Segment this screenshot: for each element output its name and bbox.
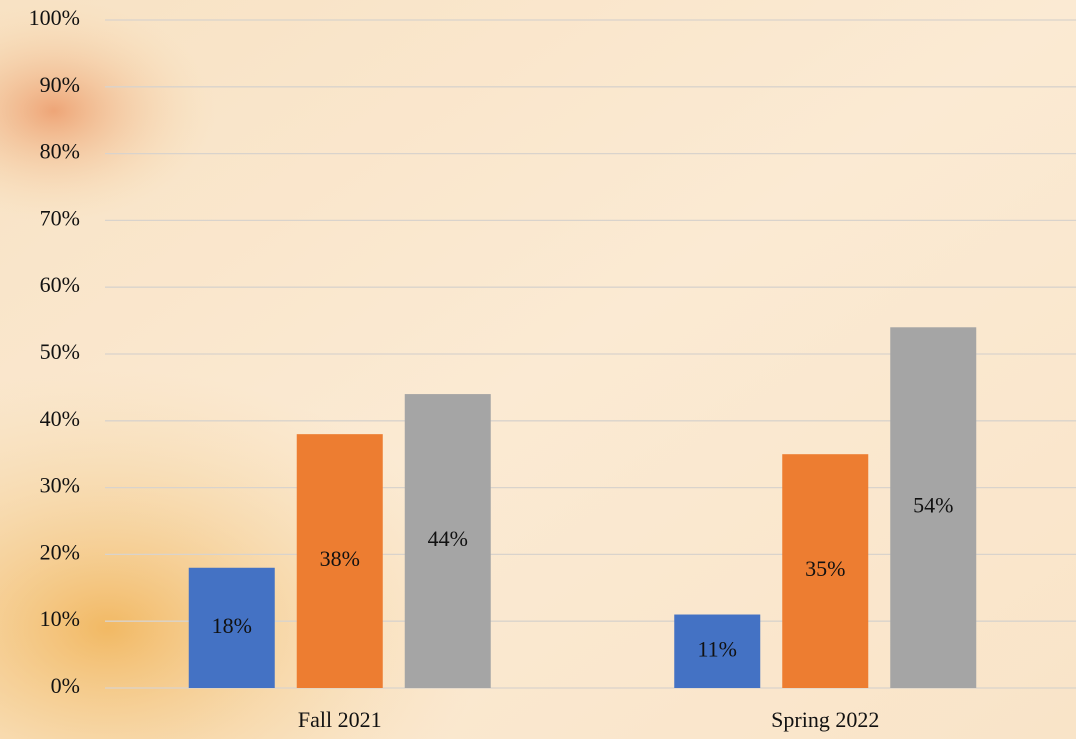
bar: [782, 454, 869, 688]
bar: [674, 614, 761, 688]
y-tick-label: 90%: [40, 72, 80, 97]
bar: [296, 434, 383, 688]
bar: [188, 567, 275, 688]
bar: [404, 394, 491, 688]
data-label: 38%: [320, 546, 360, 571]
y-tick-label: 40%: [40, 406, 80, 431]
y-tick-label: 80%: [40, 139, 80, 164]
y-tick-label: 30%: [40, 473, 80, 498]
y-tick-label: 50%: [40, 339, 80, 364]
bar: [890, 327, 977, 688]
y-tick-label: 0%: [51, 673, 80, 698]
data-label: 35%: [805, 556, 845, 581]
y-tick-label: 70%: [40, 205, 80, 230]
x-tick-label: Spring 2022: [771, 707, 879, 732]
y-tick-label: 20%: [40, 539, 80, 564]
data-label: 18%: [212, 613, 252, 638]
x-tick-label: Fall 2021: [298, 707, 382, 732]
data-label: 44%: [428, 526, 468, 551]
y-tick-label: 10%: [40, 606, 80, 631]
y-tick-label: 60%: [40, 272, 80, 297]
y-tick-label: 100%: [29, 5, 80, 30]
data-label: 54%: [913, 493, 953, 518]
data-label: 11%: [697, 636, 737, 661]
